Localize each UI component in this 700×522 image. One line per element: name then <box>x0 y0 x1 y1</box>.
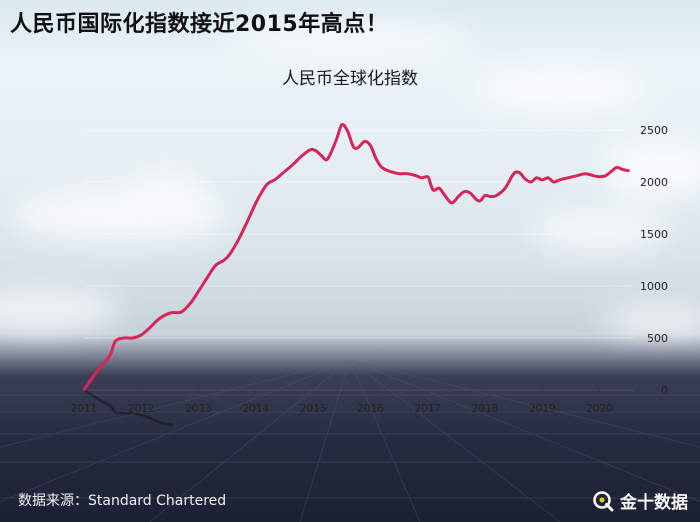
x-tick-label: 2015 <box>300 403 327 415</box>
y-tick-label: 2500 <box>640 124 668 137</box>
series-layer <box>82 122 630 392</box>
y-axis-ticks: 0 500 1000 1500 2000 2500 <box>640 124 668 397</box>
x-tick-label: 2016 <box>357 403 384 415</box>
y-tick-label: 1000 <box>640 280 668 293</box>
y-tick-label: 500 <box>647 332 668 345</box>
x-tick-label: 2019 <box>529 403 556 415</box>
series-line <box>82 122 630 392</box>
y-tick-label: 1500 <box>640 228 668 241</box>
series-reflection <box>83 388 174 427</box>
headline: 人民币国际化指数接近2015年高点！ <box>10 12 389 37</box>
chart-title: 人民币全球化指数 <box>282 69 418 89</box>
x-tick-label: 2020 <box>586 403 613 415</box>
x-tick-label: 2013 <box>185 403 212 415</box>
source-note: 数据来源：Standard Chartered <box>18 493 227 509</box>
y-tick-label: 2000 <box>640 176 668 189</box>
brand-mark: 金十数据 <box>592 488 688 513</box>
grid-lines <box>84 129 634 391</box>
x-axis-ticks: 2011 2012 2013 2014 2015 2016 2017 2018 2019 2020 <box>71 390 613 415</box>
x-tick-label: 2011 <box>71 403 98 415</box>
x-tick-label: 2014 <box>243 403 270 415</box>
jin10-logo-icon <box>593 490 614 511</box>
line-reflection <box>83 388 174 427</box>
x-tick-label: 2012 <box>128 403 155 415</box>
x-tick-label: 2018 <box>472 403 499 415</box>
y-tick-label: 0 <box>661 384 668 397</box>
brand-name: 金十数据 <box>620 493 688 513</box>
x-tick-label: 2017 <box>414 403 441 415</box>
